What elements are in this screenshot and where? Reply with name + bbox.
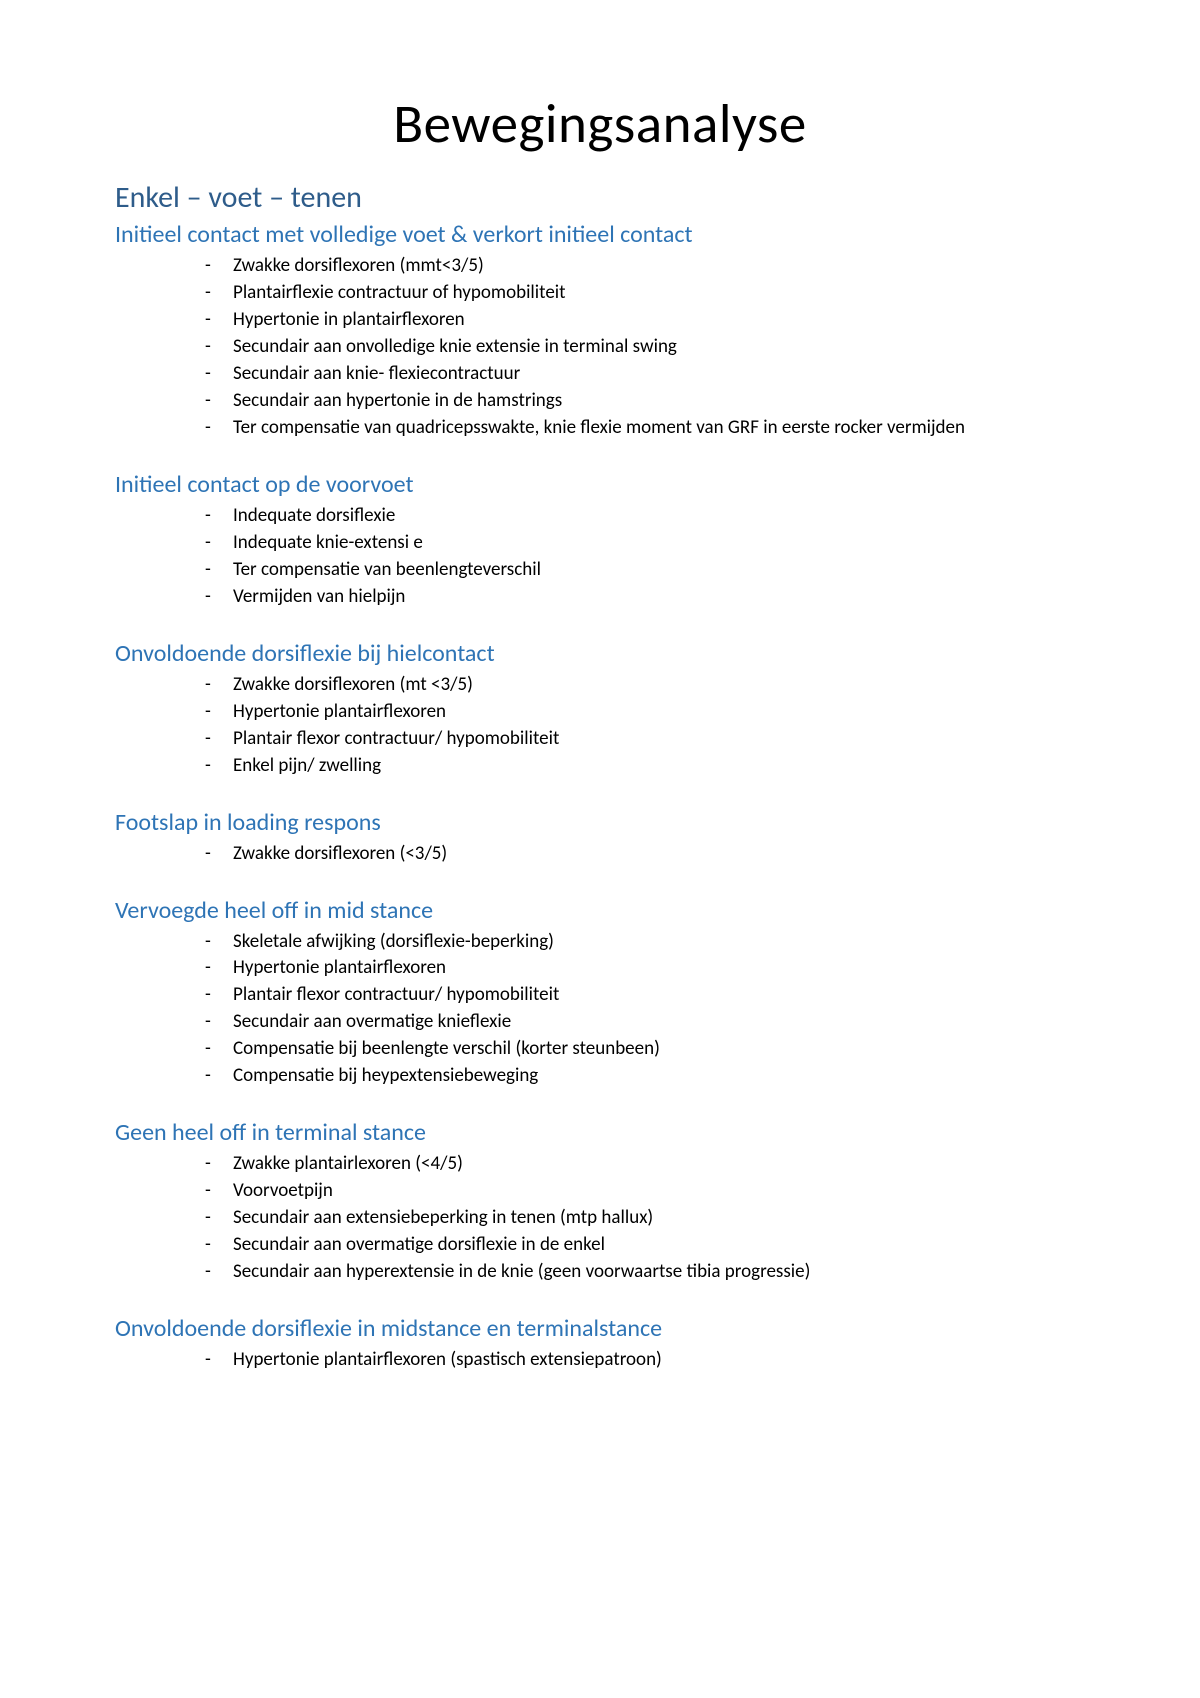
heading-level-2: Onvoldoende dorsiflexie bij hielcontact (115, 639, 1085, 668)
item-list: Zwakke dorsiflexoren (<3/5) (115, 841, 1085, 868)
section: Initieel contact met volledige voet & ve… (115, 220, 1085, 442)
section: Vervoegde heel off in mid stance Skeletal… (115, 896, 1085, 1091)
list-item: Plantairflexie contractuur of hypomobili… (205, 280, 1085, 307)
list-item: Indequate dorsiflexie (205, 503, 1085, 530)
list-item: Zwakke plantairlexoren (<4/5) (205, 1151, 1085, 1178)
heading-level-2: Geen heel off in terminal stance (115, 1118, 1085, 1147)
section: Initieel contact op de voorvoet Indequate… (115, 470, 1085, 611)
section: Onvoldoende dorsiflexie bij hielcontact Z… (115, 639, 1085, 780)
list-item: Compensatie bij heypextensiebeweging (205, 1063, 1085, 1090)
list-item: Secundair aan hypertonie in de hamstring… (205, 388, 1085, 415)
list-item: Ter compensatie van beenlengteverschil (205, 557, 1085, 584)
heading-level-2: Vervoegde heel off in mid stance (115, 896, 1085, 925)
item-list: Zwakke dorsiflexoren (mt <3/5)Hypertonie… (115, 672, 1085, 780)
list-item: Plantair flexor contractuur/ hypomobilit… (205, 982, 1085, 1009)
list-item: Ter compensatie van quadricepsswakte, kn… (205, 415, 1085, 442)
list-item: Secundair aan knie- flexiecontractuur (205, 361, 1085, 388)
list-item: Vermijden van hielpijn (205, 584, 1085, 611)
list-item: Zwakke dorsiflexoren (mt <3/5) (205, 672, 1085, 699)
list-item: Compensatie bij beenlengte verschil (kor… (205, 1036, 1085, 1063)
list-item: Hypertonie plantairflexoren (205, 699, 1085, 726)
list-item: Voorvoetpijn (205, 1178, 1085, 1205)
section: Footslap in loading respons Zwakke dorsif… (115, 808, 1085, 868)
list-item: Skeletale afwijking (dorsiflexie-beperki… (205, 929, 1085, 956)
list-item: Plantair flexor contractuur/ hypomobilit… (205, 726, 1085, 753)
item-list: Indequate dorsiflexieIndequate knie-exte… (115, 503, 1085, 611)
page-title: Bewegingsanalyse (115, 90, 1085, 157)
list-item: Secundair aan overmatige dorsiflexie in … (205, 1232, 1085, 1259)
heading-level-2: Initieel contact met volledige voet & ve… (115, 220, 1085, 249)
list-item: Secundair aan onvolledige knie extensie … (205, 334, 1085, 361)
heading-level-2: Footslap in loading respons (115, 808, 1085, 837)
item-list: Zwakke dorsiflexoren (mmt<3/5)Plantairfl… (115, 253, 1085, 442)
list-item: Enkel pijn/ zwelling (205, 753, 1085, 780)
item-list: Zwakke plantairlexoren (<4/5)Voorvoetpij… (115, 1151, 1085, 1286)
section: Onvoldoende dorsiflexie in midstance en … (115, 1314, 1085, 1374)
sections-container: Initieel contact met volledige voet & ve… (115, 220, 1085, 1374)
section: Geen heel off in terminal stance Zwakke p… (115, 1118, 1085, 1286)
list-item: Indequate knie-extensi e (205, 530, 1085, 557)
list-item: Zwakke dorsiflexoren (mmt<3/5) (205, 253, 1085, 280)
list-item: Hypertonie in plantairflexoren (205, 307, 1085, 334)
list-item: Secundair aan hyperextensie in de knie (… (205, 1259, 1085, 1286)
list-item: Hypertonie plantairflexoren (205, 955, 1085, 982)
item-list: Hypertonie plantairflexoren (spastisch e… (115, 1347, 1085, 1374)
list-item: Hypertonie plantairflexoren (spastisch e… (205, 1347, 1085, 1374)
heading-level-1: Enkel – voet – tenen (115, 179, 1085, 216)
list-item: Secundair aan overmatige knieflexie (205, 1009, 1085, 1036)
list-item: Secundair aan extensiebeperking in tenen… (205, 1205, 1085, 1232)
heading-level-2: Initieel contact op de voorvoet (115, 470, 1085, 499)
heading-level-2: Onvoldoende dorsiflexie in midstance en … (115, 1314, 1085, 1343)
item-list: Skeletale afwijking (dorsiflexie-beperki… (115, 929, 1085, 1091)
list-item: Zwakke dorsiflexoren (<3/5) (205, 841, 1085, 868)
